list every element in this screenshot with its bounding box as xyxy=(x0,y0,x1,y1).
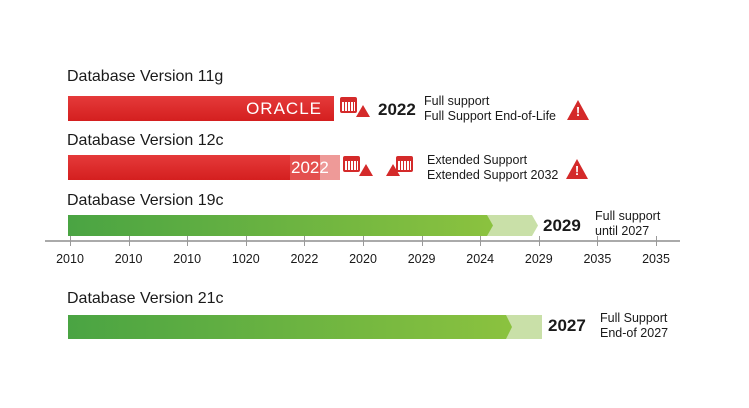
version-11g-year: 2022 xyxy=(378,100,416,119)
axis-label: 2024 xyxy=(466,252,495,266)
version-12c-bar-extension xyxy=(290,155,320,180)
axis-label: 2010 xyxy=(173,252,202,266)
timeline-axis xyxy=(45,240,680,242)
axis-tick xyxy=(480,236,482,246)
axis-label: 1020 xyxy=(231,252,260,266)
version-12c-bar-extended xyxy=(320,155,340,180)
version-12c-note: Extended Support Extended Support 2032 xyxy=(427,153,558,183)
warning-icon: ! xyxy=(566,159,588,179)
axis-tick xyxy=(597,236,599,246)
version-19c-note: Full support until 2027 xyxy=(595,209,660,239)
version-19c-title: Database Version 19c xyxy=(67,192,224,209)
warning-icon xyxy=(356,105,370,117)
calendar-icon xyxy=(340,97,357,113)
note-line: Full Support End-of-Life xyxy=(424,109,557,123)
axis-tick xyxy=(70,236,71,246)
axis-label: 2020 xyxy=(349,252,377,266)
axis-tick xyxy=(128,236,130,246)
axis-label: 2022 xyxy=(290,252,319,266)
warning-icon xyxy=(359,164,373,176)
version-21c-bar xyxy=(68,315,512,339)
version-19c-bar xyxy=(68,215,493,236)
note-line: End-of 2027 xyxy=(600,326,669,340)
version-11g-bar: ORACLE xyxy=(68,96,334,121)
version-19c-year: 2029 xyxy=(543,216,581,235)
axis-tick xyxy=(421,236,423,246)
axis-tick xyxy=(538,236,540,246)
calendar-icon xyxy=(396,156,413,172)
version-12c-title: Database Version 12c xyxy=(67,132,224,149)
axis-label: 2029 xyxy=(407,252,436,266)
version-12c-bar xyxy=(68,155,320,180)
axis-tick xyxy=(245,236,247,246)
axis-label: 2035 xyxy=(642,252,670,266)
note-line: Full support xyxy=(424,94,490,108)
axis-tick xyxy=(363,236,364,246)
calendar-icon xyxy=(343,156,360,172)
note-line: Extended Support xyxy=(427,153,528,167)
axis-tick xyxy=(304,236,306,246)
version-11g-note: Full support Full Support End-of-Life xyxy=(424,94,556,124)
axis-label: 2010 xyxy=(56,252,84,266)
note-line: Full Support xyxy=(600,311,668,325)
note-line: Extended Support 2032 xyxy=(427,168,559,182)
axis-label: 2035 xyxy=(583,252,612,266)
note-line: until 2027 xyxy=(595,224,650,238)
warning-icon: ! xyxy=(567,100,589,120)
axis-tick xyxy=(656,236,657,246)
version-21c-title: Database Version 21c xyxy=(67,290,224,307)
version-21c-note: Full Support End-of 2027 xyxy=(600,311,668,341)
oracle-logo: ORACLE xyxy=(246,99,322,118)
version-12c-bar-label: 2022 xyxy=(291,158,329,177)
axis-label: 2029 xyxy=(524,252,553,266)
version-21c-year: 2027 xyxy=(548,316,586,335)
version-11g-title: Database Version 11g xyxy=(67,68,224,85)
note-line: Full support xyxy=(595,209,661,223)
axis-tick xyxy=(187,236,189,246)
axis-label: 2010 xyxy=(114,252,143,266)
